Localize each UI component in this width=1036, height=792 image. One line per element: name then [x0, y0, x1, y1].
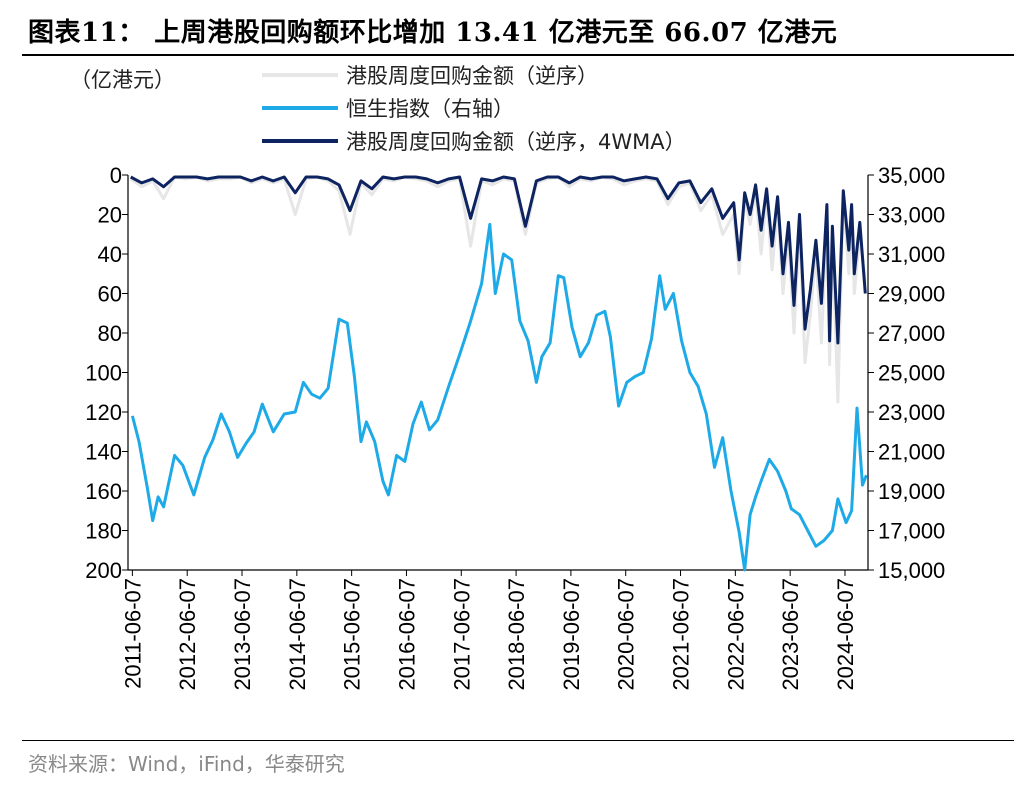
x-tick-label: 2019-06-07	[559, 578, 584, 691]
right-tick-label: 27,000	[878, 321, 945, 346]
x-tick-label: 2018-06-07	[504, 578, 529, 691]
right-tick-label: 23,000	[878, 400, 945, 425]
x-tick-label: 2011-06-07	[120, 578, 145, 689]
x-tick-label: 2017-06-07	[449, 578, 474, 691]
legend-label-hsi: 恒生指数（右轴）	[346, 96, 514, 121]
left-tick-label: 140	[85, 440, 122, 465]
legend-label-weekly: 港股周度回购金额（逆序）	[346, 63, 598, 88]
legend-swatch-wma	[262, 138, 338, 143]
right-tick-label: 19,000	[878, 479, 945, 504]
legend-swatch-weekly	[262, 72, 338, 77]
left-tick-label: 80	[98, 321, 122, 346]
left-tick-label: 40	[98, 242, 122, 267]
title-rule	[22, 54, 1014, 56]
plot-frame	[127, 175, 869, 571]
right-tick-label: 31,000	[878, 242, 945, 267]
legend-swatch-hsi	[262, 105, 338, 110]
legend-item-hsi: 恒生指数（右轴）	[262, 91, 686, 124]
x-tick-label: 2023-06-07	[778, 578, 803, 691]
left-tick-label: 100	[85, 361, 122, 386]
left-tick-label: 160	[85, 479, 122, 504]
right-tick-label: 33,000	[878, 203, 945, 228]
right-tick-label: 35,000	[878, 163, 945, 188]
series-line-hsi	[130, 222, 868, 572]
legend-item-wma: 港股周度回购金额（逆序，4WMA）	[262, 124, 686, 157]
left-tick-label: 60	[98, 282, 122, 307]
x-tick-label: 2012-06-07	[175, 578, 200, 691]
unit-label: （亿港元）	[70, 68, 175, 92]
source-note: 资料来源：Wind，iFind，华泰研究	[28, 752, 345, 776]
x-axis-ticks: 2011-06-07 2012-06-07 2013-06-07 2014-06-07…	[120, 570, 858, 691]
series-layer	[129, 175, 868, 572]
x-tick-label: 2016-06-07	[394, 578, 419, 691]
x-tick-label: 2024-06-07	[833, 578, 858, 691]
legend: 港股周度回购金额（逆序） 恒生指数（右轴） 港股周度回购金额（逆序，4WMA）	[262, 58, 686, 157]
left-tick-label: 180	[85, 519, 122, 544]
source-rule	[22, 740, 1014, 741]
x-tick-label: 2014-06-07	[285, 578, 310, 691]
series-line-wma	[129, 175, 867, 345]
right-tick-label: 21,000	[878, 440, 945, 465]
left-axis-ticks: 0 20 40 60 80 100 120 140 160 180 200	[85, 163, 128, 583]
right-tick-label: 25,000	[878, 361, 945, 386]
series-line-weekly	[129, 175, 867, 404]
left-tick-label: 20	[98, 203, 122, 228]
right-tick-label: 15,000	[878, 558, 945, 583]
right-tick-label: 17,000	[878, 519, 945, 544]
x-tick-label: 2013-06-07	[230, 578, 255, 691]
legend-item-weekly: 港股周度回购金额（逆序）	[262, 58, 686, 91]
x-tick-label: 2021-06-07	[669, 578, 694, 691]
left-tick-label: 0	[110, 163, 122, 188]
right-tick-label: 29,000	[878, 282, 945, 307]
left-tick-label: 120	[85, 400, 122, 425]
left-tick-label: 200	[85, 558, 122, 583]
right-axis-ticks: 35,000 33,000 31,000 29,000 27,000 25,000 23,0…	[868, 163, 945, 583]
x-tick-label: 2020-06-07	[614, 578, 639, 691]
legend-label-wma: 港股周度回购金额（逆序，4WMA）	[346, 129, 686, 154]
x-tick-label: 2015-06-07	[340, 578, 365, 691]
x-tick-label: 2022-06-07	[723, 578, 748, 691]
figure-title: 图表11： 上周港股回购额环比增加 13.41 亿港元至 66.07 亿港元	[28, 18, 838, 48]
